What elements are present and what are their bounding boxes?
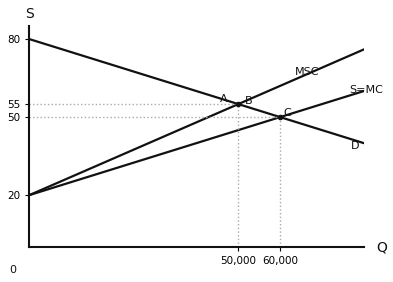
Text: MSC: MSC — [295, 67, 319, 76]
Text: S: S — [25, 7, 33, 21]
Text: S=MC: S=MC — [349, 85, 383, 95]
Text: A: A — [219, 94, 227, 104]
Text: B: B — [244, 96, 252, 106]
Text: D: D — [351, 140, 360, 151]
Text: Q: Q — [376, 240, 387, 254]
Text: 0: 0 — [9, 265, 16, 276]
Text: C: C — [283, 108, 291, 118]
